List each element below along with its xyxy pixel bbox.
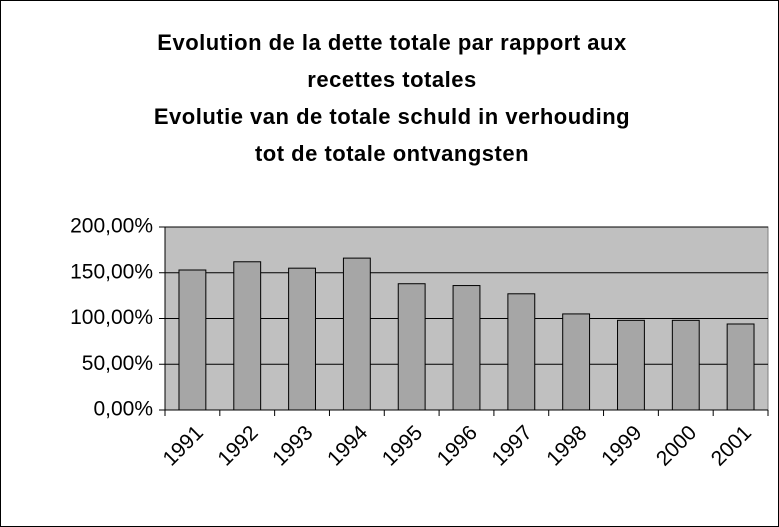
y-tick-label: 100,00% [70, 306, 153, 329]
bar [178, 269, 207, 411]
y-tick-label: 200,00% [70, 215, 153, 238]
bar [507, 293, 536, 411]
bar [671, 319, 700, 411]
bar [617, 319, 645, 411]
bar [562, 313, 591, 411]
bar [342, 257, 371, 411]
y-tick-label: 150,00% [70, 260, 153, 283]
bar [397, 283, 426, 411]
bar [233, 261, 262, 411]
chart-title-line: Evolution de la dette totale par rapport… [157, 30, 627, 55]
bar [288, 267, 316, 411]
y-tick-label: 50,00% [82, 352, 153, 375]
bar [452, 285, 481, 411]
chart-title-line: tot de totale ontvangsten [255, 141, 529, 166]
y-tick-label: 0,00% [93, 398, 153, 421]
bar [726, 323, 755, 411]
chart-title-line: Evolutie van de totale schuld in verhoud… [154, 104, 630, 129]
chart-title-line: recettes totales [307, 67, 476, 92]
